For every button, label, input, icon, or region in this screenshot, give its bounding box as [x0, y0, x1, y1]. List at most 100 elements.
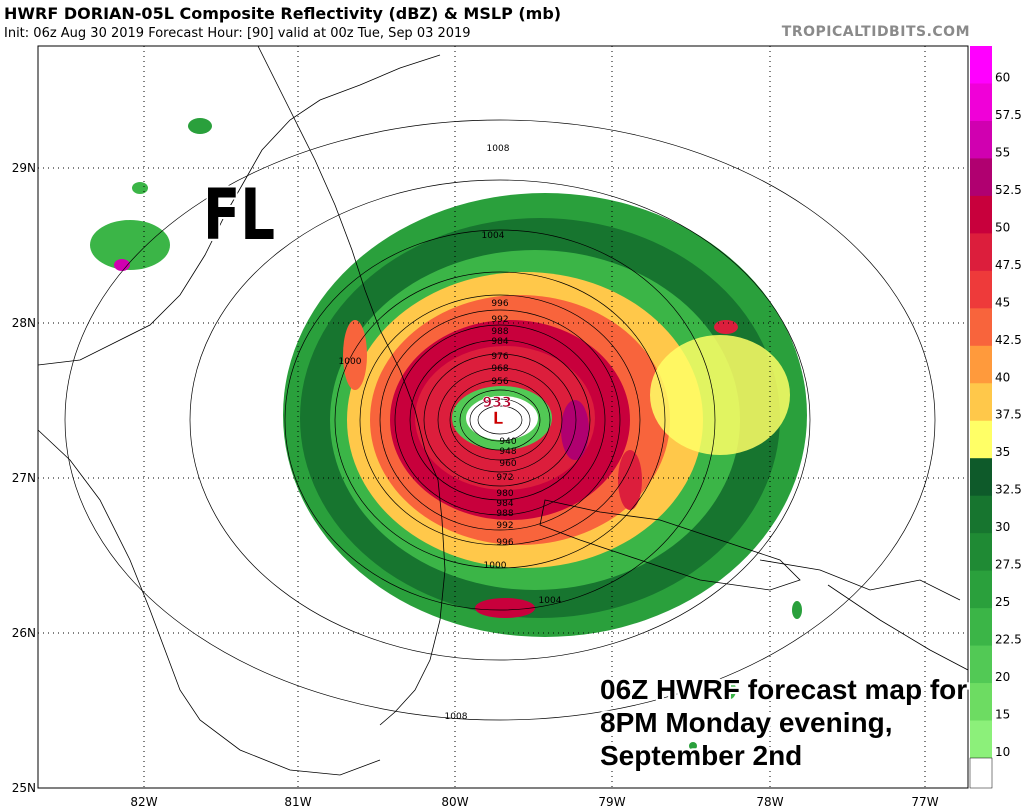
lon-label-77w: 77W	[911, 795, 938, 809]
isobar-label: 1000	[484, 561, 507, 571]
florida-gulf-coast	[38, 429, 381, 776]
isobar-labels: 1008 1004 1000 996 992 988 984 976 968 9…	[339, 144, 562, 722]
lat-label-29n: 29N	[12, 161, 36, 175]
colorbar-label: 27.5	[995, 558, 1022, 572]
colorbar-segment	[970, 120, 992, 159]
colorbar-label: 57.5	[995, 108, 1022, 122]
forecast-annotation: 06Z HWRF forecast map for 8PM Monday eve…	[600, 673, 967, 772]
isobar-label: 988	[491, 327, 508, 337]
colorbar-label: 55	[995, 145, 1010, 159]
colorbar-label: 60	[995, 70, 1010, 84]
rain-cell-s2	[724, 681, 736, 699]
outer-band-south	[475, 598, 535, 618]
colorbar-segment	[969, 757, 993, 789]
colorbar-segment	[970, 495, 992, 534]
colorbar-segment	[970, 458, 992, 497]
isobar-label: 996	[496, 538, 513, 548]
isobar-label: 940	[499, 437, 516, 447]
lon-label-81w: 81W	[284, 795, 311, 809]
isobar-label: 984	[496, 499, 513, 509]
grand-bahama-island	[539, 499, 801, 591]
forecast-info: Init: 06z Aug 30 2019 Forecast Hour: [90…	[4, 26, 471, 41]
longitude-labels: 82W 81W 80W 79W 78W 77W	[130, 795, 938, 809]
annotation-line: September 2nd	[600, 740, 803, 771]
bahamas-coast	[827, 584, 968, 671]
colorbar-segment	[970, 533, 992, 572]
colorbar-label: 35	[995, 445, 1010, 459]
isobar-label: 1004	[482, 231, 505, 241]
lat-label-27n: 27N	[12, 471, 36, 485]
isobar-label: 992	[496, 521, 513, 531]
colorbar-segment	[970, 570, 992, 609]
isobar-label: 992	[491, 315, 508, 325]
graticule	[38, 46, 968, 788]
storm-center: 933 L	[482, 395, 512, 430]
low-pressure-symbol: L	[493, 409, 504, 429]
center-pressure-label: 933	[482, 395, 511, 411]
colorbar-label: 32.5	[995, 483, 1022, 497]
isobars	[64, 119, 936, 721]
rain-band-cell-e	[618, 450, 642, 510]
reflectivity-colorbar: 60 57.5 55 52.5 50 47.5 45 42.5 40 37.5 35 32.5 30 27…	[969, 46, 1022, 789]
colorbar-segment	[970, 720, 992, 759]
rain-cell-se	[792, 601, 802, 619]
colorbar-label: 25	[995, 595, 1010, 609]
rain-band-cell-w	[343, 320, 367, 390]
colorbar-segment	[970, 683, 992, 722]
colorbar-segment	[970, 345, 992, 384]
isobar-label: 960	[499, 459, 516, 469]
annotation-line: 06Z HWRF forecast map for	[600, 674, 968, 705]
abaco-coast	[759, 559, 961, 601]
lon-label-82w: 82W	[130, 795, 157, 809]
colorbar-label: 40	[995, 370, 1010, 384]
state-label-fl: FL	[203, 174, 276, 256]
colorbar-segment	[970, 83, 992, 122]
isobar-label: 968	[491, 364, 508, 374]
isobar-label: 976	[491, 352, 508, 362]
colorbar-segment	[970, 270, 992, 309]
colorbar-segment	[970, 645, 992, 684]
colorbar-segment	[970, 420, 992, 459]
colorbar-label: 50	[995, 220, 1010, 234]
map-header: HWRF DORIAN-05L Composite Reflectivity (…	[0, 0, 1024, 46]
colorbar-label: 45	[995, 295, 1010, 309]
brand-watermark: TROPICALTIDBITS.COM	[781, 24, 970, 40]
latitude-labels: 29N 28N 27N 26N 25N	[12, 161, 36, 795]
florida-atlantic-coast	[257, 46, 446, 726]
lat-label-26n: 26N	[12, 626, 36, 640]
colorbar-label: 47.5	[995, 258, 1022, 272]
colorbar-label: 37.5	[995, 408, 1022, 422]
coastlines	[38, 46, 968, 776]
colorbar-segment	[970, 195, 992, 234]
colorbar-label: 42.5	[995, 333, 1022, 347]
rain-cell-nw2	[132, 182, 148, 194]
colorbar-label: 15	[995, 708, 1010, 722]
colorbar-label: 20	[995, 670, 1010, 684]
colorbar-segment	[970, 608, 992, 647]
annotation-line: 8PM Monday evening,	[600, 707, 893, 738]
isobar-label: 984	[491, 337, 508, 347]
colorbar-label: 52.5	[995, 183, 1022, 197]
rain-cell-ne	[714, 320, 738, 334]
gulf-coast	[38, 54, 441, 366]
lon-label-79w: 79W	[598, 795, 625, 809]
colorbar-segment	[970, 158, 992, 197]
isobar-label: 980	[496, 489, 513, 499]
colorbar-segment	[970, 46, 992, 84]
rain-cell-s	[689, 742, 697, 750]
isobar-label: 1004	[539, 596, 562, 606]
isobar-label: 956	[491, 377, 508, 387]
isobar-label: 996	[491, 299, 508, 309]
isobar-label: 948	[499, 447, 516, 457]
isobar-label: 1000	[339, 357, 362, 367]
colorbar-segment	[970, 233, 992, 272]
outer-band-east	[650, 335, 790, 455]
lon-label-78w: 78W	[756, 795, 783, 809]
colorbar-segment	[970, 308, 992, 347]
convective-cell-west	[114, 259, 130, 271]
storm-eye	[466, 396, 538, 440]
colorbar-label: 10	[995, 745, 1010, 759]
lon-label-80w: 80W	[441, 795, 468, 809]
isobar-label: 1008	[487, 144, 510, 154]
